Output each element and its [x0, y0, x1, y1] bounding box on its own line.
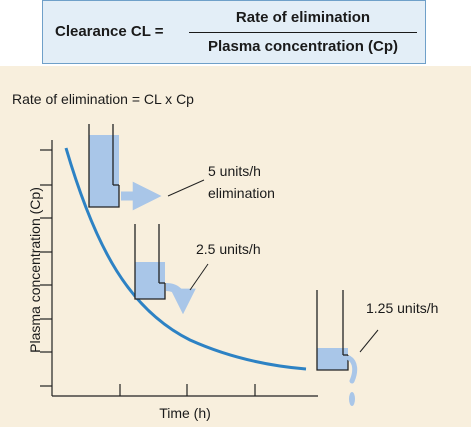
formula-numerator: Rate of elimination — [235, 9, 371, 26]
container-outline — [316, 290, 349, 371]
fluid-level — [89, 135, 119, 207]
container-2 — [134, 224, 209, 315]
elimination-diagram: Rate of elimination = CL x Cp Plasma con… — [12, 91, 438, 421]
container-3 — [316, 290, 379, 406]
outflow-arrow — [165, 283, 196, 315]
fluid-level — [317, 348, 348, 370]
fraction-bar — [189, 32, 417, 33]
diagram-panel: Rate of elimination = CL x Cp Plasma con… — [0, 66, 471, 427]
rate-label-1-line2: elimination — [208, 185, 275, 201]
rate-label-3: 1.25 units/h — [366, 300, 438, 316]
leader-line — [359, 329, 379, 353]
container-outline — [88, 124, 120, 208]
drip-stream — [346, 355, 358, 384]
container-1 — [88, 124, 205, 211]
formula-denominator: Plasma concentration (Cp) — [207, 38, 399, 55]
leader-line — [167, 179, 205, 197]
leader-line — [189, 263, 209, 291]
decay-curve — [64, 147, 307, 371]
fluid-level — [135, 262, 165, 299]
y-axis-label: Plasma concentration (Cp) — [27, 187, 43, 353]
rate-label-2: 2.5 units/h — [196, 241, 261, 257]
x-ticks — [119, 384, 256, 396]
y-ticks — [40, 149, 52, 387]
x-axis-label: Time (h) — [159, 405, 211, 421]
container-outline — [134, 224, 166, 300]
formula-box: Clearance CL = Rate of elimination Plasm… — [42, 0, 426, 64]
equation-text: Rate of elimination = CL x Cp — [12, 91, 194, 107]
drip-drop — [349, 392, 355, 406]
formula-lhs: Clearance CL = — [55, 23, 164, 40]
rate-label-1: 5 units/h — [208, 163, 261, 179]
